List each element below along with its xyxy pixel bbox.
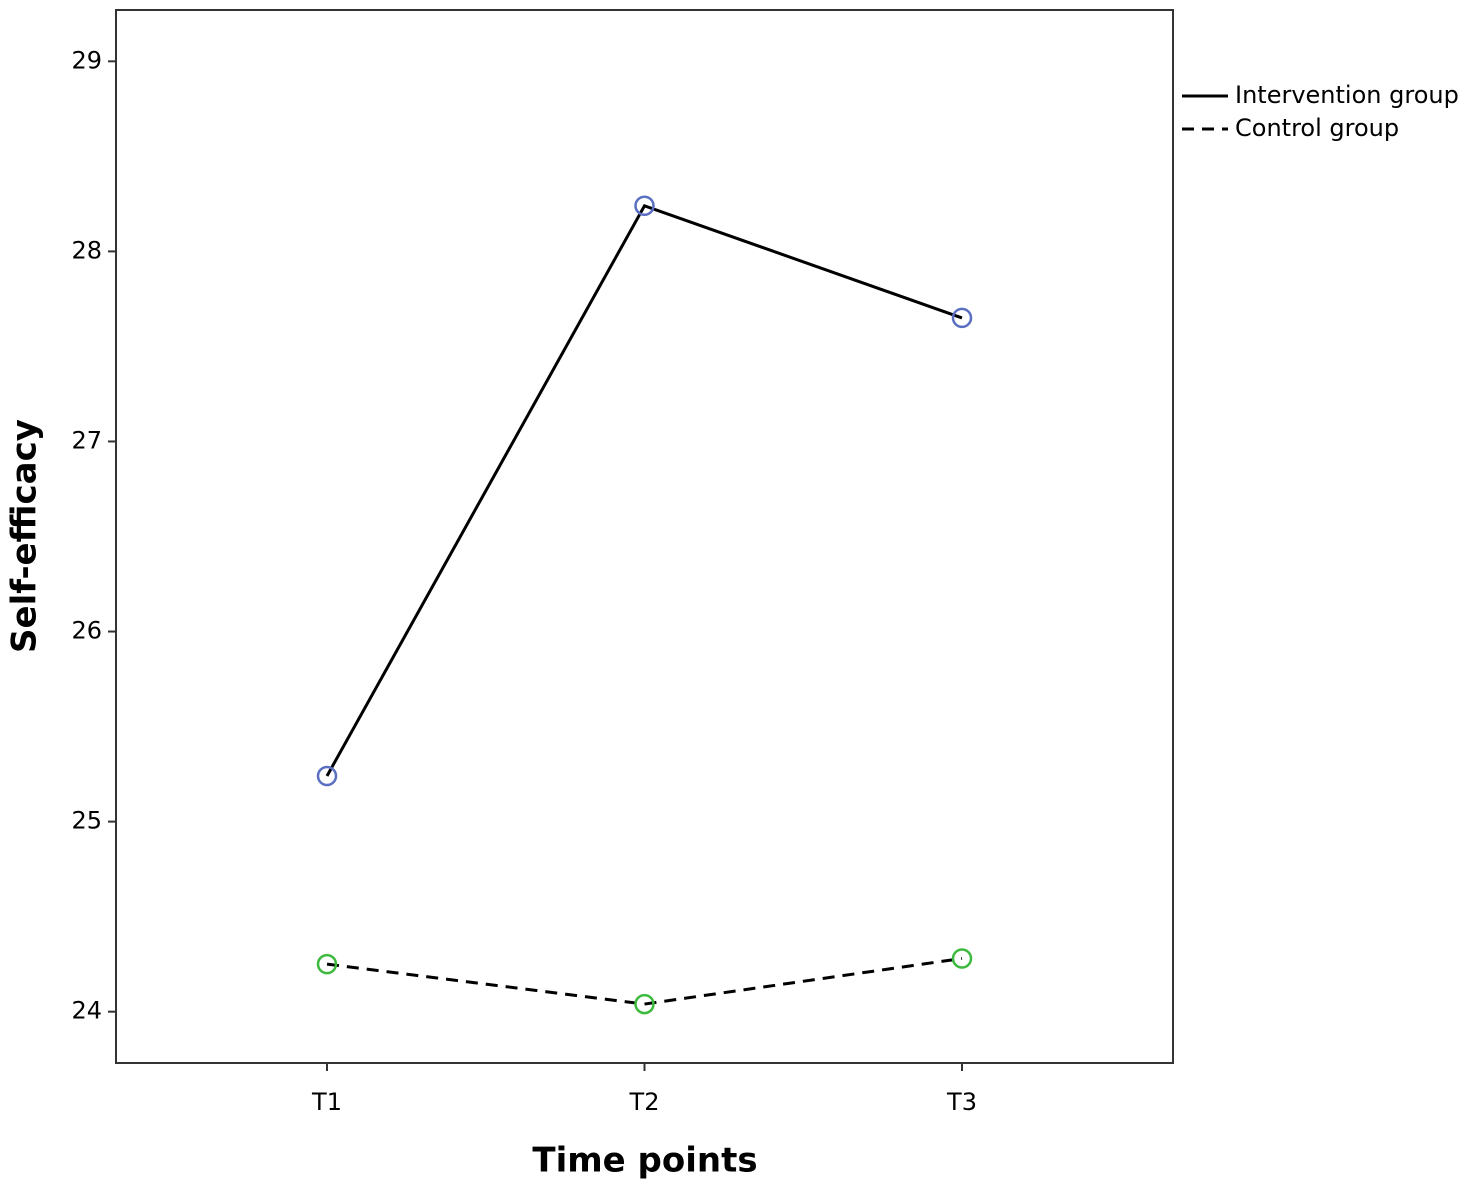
y-tick-label: 24 xyxy=(71,997,102,1025)
point-marker xyxy=(634,195,655,217)
y-tick-label: 25 xyxy=(71,807,102,835)
series-line xyxy=(325,203,963,777)
x-tick-label: T3 xyxy=(946,1088,977,1116)
point-marker xyxy=(951,307,973,329)
x-axis-title: Time points xyxy=(532,1141,757,1181)
legend-label: Intervention group xyxy=(1235,81,1459,109)
point-marker xyxy=(951,948,973,969)
y-tick-label: 26 xyxy=(71,617,102,645)
x-tick-label: T1 xyxy=(311,1088,342,1116)
series-line xyxy=(326,956,963,1006)
legend-label: Control group xyxy=(1235,114,1399,142)
y-axis-title: Self-efficacy xyxy=(5,419,45,653)
plot-frame xyxy=(115,9,1174,1064)
point-marker xyxy=(316,953,338,975)
x-tick-label: T2 xyxy=(629,1088,660,1116)
point-marker xyxy=(634,993,655,1015)
point-marker xyxy=(316,765,338,787)
y-tick-label: 28 xyxy=(71,236,102,264)
y-tick-label: 29 xyxy=(71,46,102,74)
y-tick-label: 27 xyxy=(71,426,102,454)
